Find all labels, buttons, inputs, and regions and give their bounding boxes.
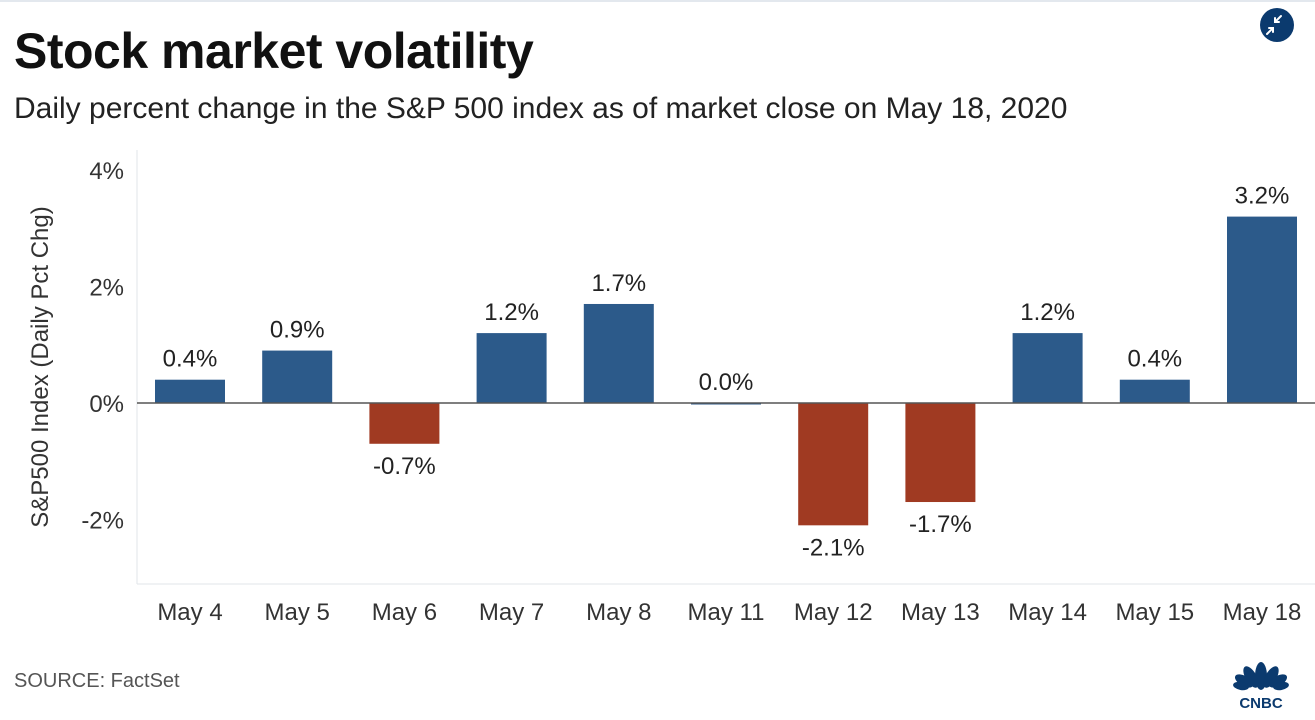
bar-value-label: 0.9%: [270, 317, 325, 344]
bar-value-label: -0.7%: [373, 453, 436, 480]
x-tick-label: May 8: [586, 599, 651, 626]
x-tick-label: May 11: [688, 599, 765, 626]
y-axis-label: S&P500 Index (Daily Pct Chg): [27, 206, 54, 527]
bar-value-label: 3.2%: [1235, 183, 1290, 210]
x-tick-label: May 14: [1008, 599, 1087, 626]
y-tick-label: 2%: [89, 275, 124, 302]
x-tick-label: May 18: [1223, 599, 1302, 626]
bar: [369, 403, 440, 444]
x-tick-label: May 13: [901, 599, 980, 626]
bar: [262, 350, 333, 403]
bar: [155, 379, 225, 403]
logo-wordmark: CNBC: [1239, 695, 1282, 710]
top-divider: [0, 0, 1315, 2]
bar: [583, 303, 654, 403]
bar-value-label: 0.4%: [1127, 346, 1182, 373]
cnbc-peacock-logo: CNBC: [1233, 662, 1289, 710]
bar-value-label: 1.2%: [484, 299, 539, 326]
bar-value-label: 1.7%: [591, 270, 646, 297]
bar: [1119, 379, 1190, 403]
y-tick-label: 4%: [89, 158, 124, 185]
bar: [798, 403, 869, 526]
collapse-arrows-icon: [1266, 15, 1282, 35]
bar-value-label: -2.1%: [802, 534, 865, 561]
x-tick-label: May 6: [372, 599, 437, 626]
bar: [905, 403, 976, 503]
bar: [1227, 216, 1297, 403]
x-tick-label: May 4: [157, 599, 222, 626]
chart-title: Stock market volatility: [14, 23, 534, 79]
bar: [476, 333, 547, 403]
bar-value-label: 0.4%: [163, 346, 218, 373]
bar-value-label: -1.7%: [909, 511, 972, 538]
y-tick-label: 0%: [89, 391, 124, 418]
y-tick-label: -2%: [81, 508, 124, 535]
bar-value-label: 1.2%: [1020, 299, 1075, 326]
bar-value-label: 0.0%: [699, 369, 754, 396]
x-tick-label: May 5: [265, 599, 330, 626]
chart-subtitle: Daily percent change in the S&P 500 inde…: [14, 92, 1068, 125]
source-note: SOURCE: FactSet: [14, 670, 180, 692]
x-tick-label: May 7: [479, 599, 544, 626]
x-tick-label: May 15: [1115, 599, 1194, 626]
collapse-button[interactable]: [1260, 8, 1294, 42]
bar: [1012, 333, 1083, 403]
x-tick-label: May 12: [794, 599, 873, 626]
